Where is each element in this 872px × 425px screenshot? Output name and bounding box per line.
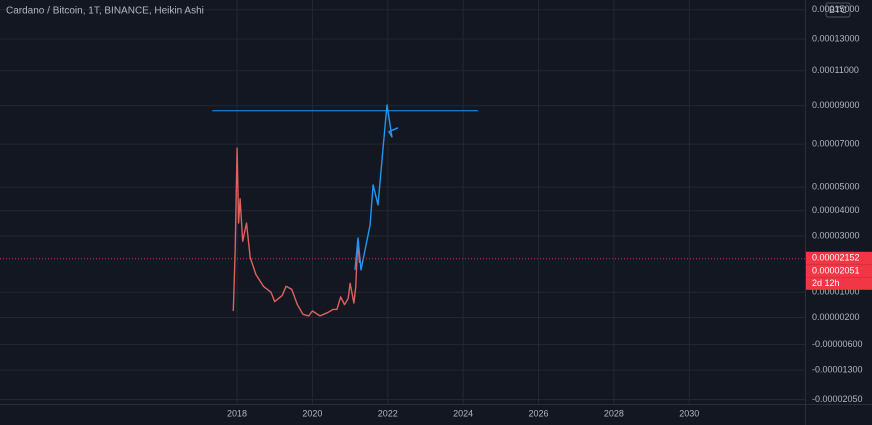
- y-tick-label: 0.00000200: [812, 312, 860, 322]
- y-tick-label: 0.00007000: [812, 138, 860, 148]
- price-line: [232, 147, 361, 317]
- y-tick-label: 0.00001000: [812, 287, 860, 297]
- x-tick-label: 2020: [302, 408, 322, 418]
- price-label: 0.00002051: [812, 266, 860, 276]
- price-line: [354, 104, 399, 271]
- currency-label: BTC: [829, 5, 848, 15]
- x-tick-label: 2026: [529, 408, 549, 418]
- y-tick-label: -0.00000600: [812, 339, 863, 349]
- y-tick-label: 0.00015000: [812, 4, 860, 14]
- y-tick-label: -0.00002050: [812, 394, 863, 404]
- x-tick-label: 2024: [453, 408, 473, 418]
- y-tick-label: 0.00005000: [812, 182, 860, 192]
- x-tick-label: 2018: [227, 408, 247, 418]
- y-tick-label: 0.00003000: [812, 230, 860, 240]
- y-tick-label: 0.00013000: [812, 33, 860, 43]
- price-label-box: [806, 251, 872, 265]
- currency-badge: [825, 2, 851, 18]
- countdown-box: [806, 277, 872, 290]
- y-tick-label: 0.00011000: [812, 65, 859, 75]
- y-tick-label: 0.00004000: [812, 205, 860, 215]
- price-label: 0.00002152: [812, 253, 860, 263]
- countdown-label: 2d 12h: [812, 278, 840, 288]
- y-tick-label: -0.00001300: [812, 364, 863, 374]
- x-tick-label: 2030: [679, 408, 699, 418]
- chart-title: Cardano / Bitcoin, 1T, BINANCE, Heikin A…: [6, 6, 204, 17]
- x-tick-label: 2028: [604, 408, 624, 418]
- x-tick-label: 2022: [378, 408, 398, 418]
- y-tick-label: 0.00009000: [812, 100, 860, 110]
- price-label-box: [806, 264, 872, 278]
